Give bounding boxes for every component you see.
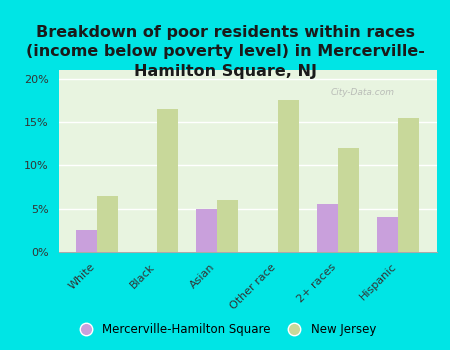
Bar: [317, 204, 338, 252]
Bar: [398, 118, 419, 252]
Text: City-Data.com: City-Data.com: [331, 88, 395, 97]
Bar: [97, 196, 118, 252]
Bar: [338, 148, 359, 252]
Legend: Mercerville-Hamilton Square, New Jersey: Mercerville-Hamilton Square, New Jersey: [69, 318, 381, 341]
Bar: [196, 209, 217, 252]
Bar: [278, 100, 299, 252]
Bar: [377, 217, 398, 252]
Text: Breakdown of poor residents within races
(income below poverty level) in Mercerv: Breakdown of poor residents within races…: [26, 25, 424, 79]
Bar: [217, 200, 238, 252]
Bar: [157, 109, 178, 252]
Bar: [76, 230, 97, 252]
